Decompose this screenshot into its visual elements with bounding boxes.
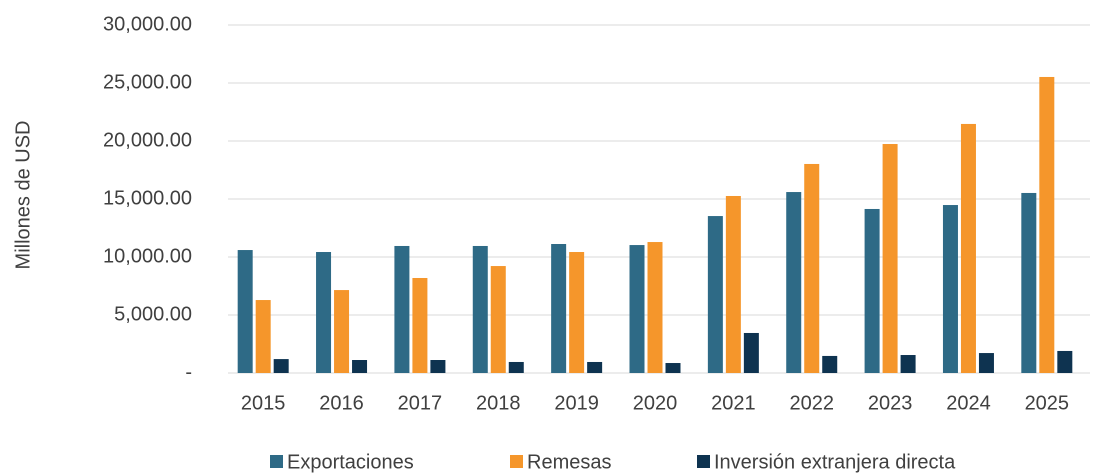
legend-label: Exportaciones bbox=[287, 451, 414, 473]
bar bbox=[394, 245, 410, 373]
y-tick-label: 15,000.00 bbox=[103, 187, 192, 209]
y-tick-label: 20,000.00 bbox=[103, 129, 192, 151]
legend-label: Remesas bbox=[527, 451, 611, 473]
bar bbox=[273, 359, 289, 373]
legend-label: Inversión extranjera directa bbox=[714, 451, 956, 473]
bar bbox=[978, 353, 994, 373]
bar bbox=[1057, 350, 1073, 373]
x-tick-label: 2022 bbox=[789, 392, 834, 414]
bar bbox=[707, 216, 723, 373]
bar bbox=[804, 163, 820, 373]
y-tick-label: - bbox=[185, 361, 192, 383]
x-tick-label: 2025 bbox=[1025, 392, 1070, 414]
legend-swatch bbox=[697, 455, 710, 468]
x-tick-label: 2017 bbox=[398, 392, 443, 414]
bar bbox=[864, 208, 880, 373]
bar bbox=[472, 245, 488, 373]
legend-swatch bbox=[510, 455, 523, 468]
bar bbox=[743, 332, 759, 373]
x-tick-label: 2016 bbox=[319, 392, 364, 414]
bar bbox=[412, 277, 428, 373]
bar bbox=[786, 192, 802, 373]
bar bbox=[942, 205, 958, 373]
bar bbox=[430, 360, 446, 373]
bar bbox=[1039, 76, 1055, 373]
y-tick-label: 5,000.00 bbox=[114, 303, 192, 325]
bar bbox=[647, 242, 663, 373]
bar bbox=[665, 363, 681, 373]
bar bbox=[352, 360, 368, 373]
bar bbox=[334, 290, 350, 373]
x-tick-label: 2019 bbox=[554, 392, 599, 414]
x-tick-label: 2015 bbox=[241, 392, 286, 414]
x-tick-label: 2018 bbox=[476, 392, 521, 414]
bar bbox=[1021, 192, 1037, 373]
bar bbox=[587, 361, 603, 373]
bar bbox=[490, 266, 506, 373]
y-tick-label: 30,000.00 bbox=[103, 13, 192, 35]
x-tick-label: 2024 bbox=[946, 392, 991, 414]
bar bbox=[822, 355, 838, 373]
x-tick-label: 2020 bbox=[633, 392, 678, 414]
bar bbox=[237, 250, 253, 373]
bar bbox=[508, 361, 524, 373]
bar bbox=[551, 244, 567, 373]
bar bbox=[882, 144, 898, 373]
bar bbox=[900, 355, 916, 373]
y-tick-label: 25,000.00 bbox=[103, 71, 192, 93]
x-tick-label: 2023 bbox=[868, 392, 913, 414]
y-tick-label: 10,000.00 bbox=[103, 245, 192, 267]
bar bbox=[725, 195, 741, 373]
bar bbox=[255, 300, 271, 373]
legend-swatch bbox=[270, 455, 283, 468]
bar bbox=[629, 245, 645, 373]
bar bbox=[316, 252, 332, 373]
x-tick-label: 2021 bbox=[711, 392, 756, 414]
bar bbox=[569, 252, 585, 373]
y-axis-label: Millones de USD bbox=[12, 121, 34, 270]
bar bbox=[960, 123, 976, 373]
